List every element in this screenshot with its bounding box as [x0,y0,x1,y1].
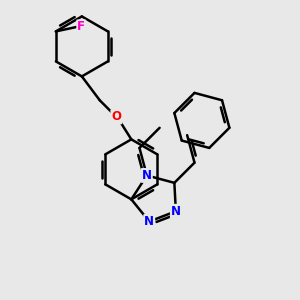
Text: F: F [77,20,85,33]
Text: O: O [111,110,121,123]
Text: N: N [142,169,152,182]
Text: N: N [144,215,154,228]
Text: N: N [171,205,181,218]
